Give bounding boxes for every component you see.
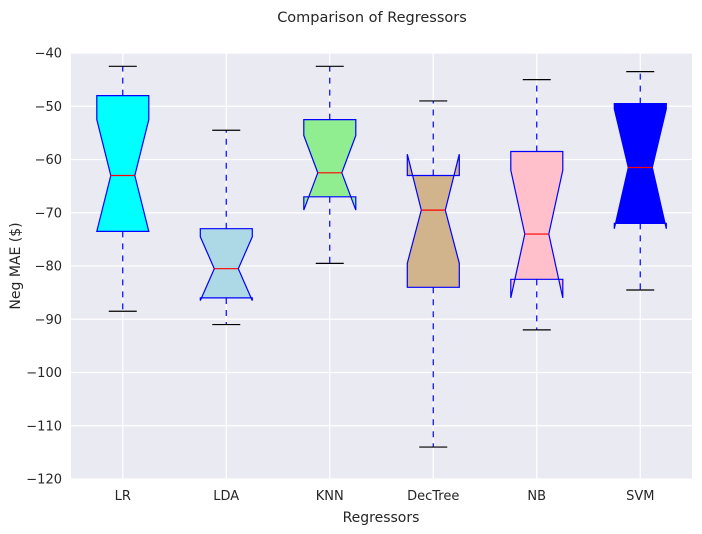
chart-title: Comparison of Regressors — [277, 10, 467, 26]
boxes — [96, 65, 667, 448]
box-group — [510, 79, 564, 331]
box-group — [96, 65, 150, 312]
box-group — [199, 129, 253, 326]
x-tick-label: LR — [115, 489, 131, 504]
x-tick-label: SVM — [626, 489, 654, 504]
notched-box — [199, 228, 253, 301]
y-tick-label: −60 — [35, 153, 62, 168]
notched-box — [510, 150, 564, 299]
y-axis-title: Neg MAE ($) — [8, 222, 24, 309]
x-tick-label: DecTree — [407, 489, 459, 504]
notched-box — [303, 118, 357, 211]
y-tick-label: −100 — [26, 366, 62, 381]
y-tick-labels: −40 −50 −60 −70 −80 −90 −100 −110 −120 — [26, 47, 62, 488]
notched-box — [96, 94, 150, 232]
x-tick-label: NB — [527, 489, 546, 504]
notched-box — [406, 154, 460, 288]
notched-box — [613, 102, 667, 229]
x-axis-title: Regressors — [343, 510, 420, 526]
y-tick-label: −40 — [35, 47, 62, 62]
y-tick-label: −80 — [35, 260, 62, 275]
plot-area — [71, 52, 692, 480]
y-tick-label: −90 — [35, 313, 62, 328]
box-group — [303, 65, 357, 264]
y-tick-label: −50 — [35, 100, 62, 115]
y-tick-label: −120 — [26, 473, 62, 488]
x-tick-labels: LR LDA KNN DecTree NB SVM — [115, 489, 655, 504]
box-group — [406, 100, 460, 448]
x-tick-label: KNN — [316, 489, 344, 504]
y-tick-label: −110 — [26, 419, 62, 434]
box-group — [613, 71, 667, 291]
y-tick-label: −70 — [35, 206, 62, 221]
x-tick-label: LDA — [213, 489, 239, 504]
